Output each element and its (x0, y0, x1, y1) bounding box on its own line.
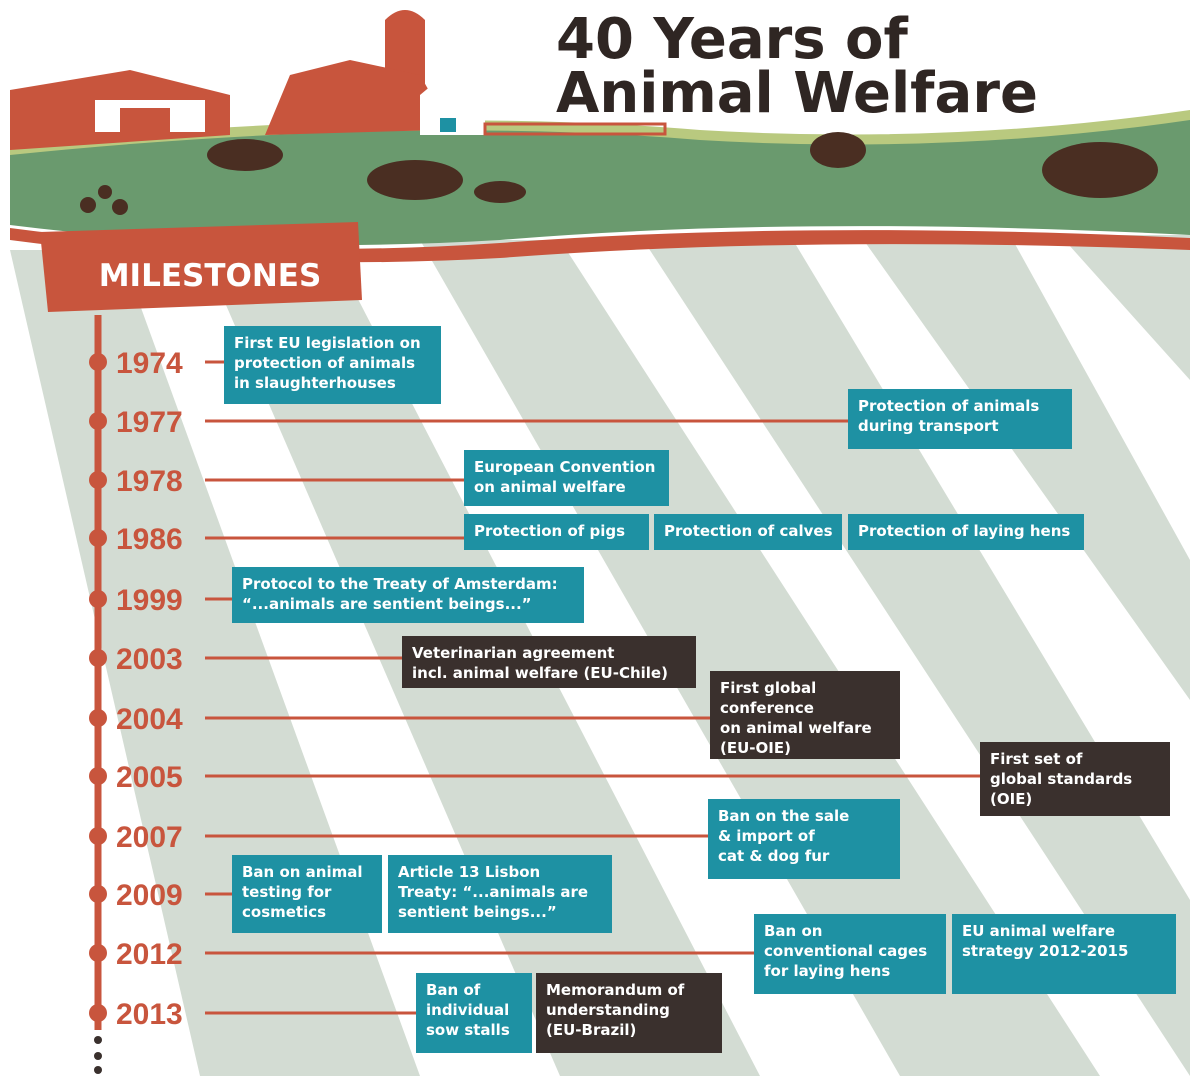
milestone-text: Ban on animal (242, 863, 363, 881)
dot (94, 1052, 102, 1060)
milestone-text: in slaughterhouses (234, 374, 396, 392)
milestone-text: strategy 2012-2015 (962, 942, 1128, 960)
milestone-text: Protection of pigs (474, 522, 625, 540)
milestone-text: Veterinarian agreement (412, 644, 614, 662)
milestone-text: First global (720, 679, 816, 697)
dot (94, 1036, 102, 1044)
milestone-text: testing for (242, 883, 332, 901)
milestone-text: (OIE) (990, 790, 1032, 808)
milestone-text: individual (426, 1001, 509, 1019)
milestone-text: European Convention (474, 458, 655, 476)
year: 2009 (116, 879, 183, 912)
dot (94, 1066, 102, 1074)
milestone-text: protection of animals (234, 354, 415, 372)
milestone-text: Protocol to the Treaty of Amsterdam: (242, 575, 558, 593)
milestone-text: Ban on (764, 922, 822, 940)
milestone-text: Treaty: “...animals are (398, 883, 588, 901)
year: 1999 (116, 584, 183, 617)
milestone-text: understanding (546, 1001, 670, 1019)
milestone-text: conventional cages (764, 942, 927, 960)
year: 2007 (116, 821, 183, 854)
milestone-text: EU animal welfare (962, 922, 1115, 940)
year: 1978 (116, 465, 183, 498)
milestone-text: Protection of calves (664, 522, 833, 540)
year: 1974 (116, 347, 183, 380)
milestone-text: on animal welfare (474, 478, 626, 496)
timeline-dot (89, 353, 107, 371)
year: 2005 (116, 761, 183, 794)
timeline-dot (89, 709, 107, 727)
year: 1986 (116, 523, 183, 556)
milestone-text: First EU legislation on (234, 334, 421, 352)
timeline-dot (89, 471, 107, 489)
milestone-text: (EU-Brazil) (546, 1021, 636, 1039)
milestone-text: conference (720, 699, 814, 717)
timeline-dot (89, 412, 107, 430)
timeline-dot (89, 529, 107, 547)
year: 2004 (116, 703, 183, 736)
milestone-text: Protection of animals (858, 397, 1039, 415)
timeline-dot (89, 649, 107, 667)
milestones-label: MILESTONES (99, 258, 322, 294)
year: 2012 (116, 938, 183, 971)
milestone-text: during transport (858, 417, 999, 435)
timeline-dot (89, 1004, 107, 1022)
timeline-dot (89, 767, 107, 785)
timeline-dot (89, 885, 107, 903)
milestone-text: for laying hens (764, 962, 890, 980)
milestone-text: Ban on the sale (718, 807, 849, 825)
infographic: 40 Years of Animal Welfare MILESTONES 19… (0, 0, 1190, 1076)
year: 1977 (116, 406, 183, 439)
milestone-text: “...animals are sentient beings...” (242, 595, 532, 613)
timeline-dot (89, 944, 107, 962)
milestone-text: incl. animal welfare (EU-Chile) (412, 664, 668, 682)
timeline-dot (89, 827, 107, 845)
timeline-dot (89, 590, 107, 608)
milestone-text: on animal welfare (720, 719, 872, 737)
milestone-text: global standards (990, 770, 1132, 788)
year: 2013 (116, 998, 183, 1031)
milestone-text: Memorandum of (546, 981, 685, 999)
title-line: Animal Welfare (556, 61, 1038, 126)
milestone-text: & import of (718, 827, 815, 845)
milestone-text: sentient beings...” (398, 903, 557, 921)
milestone-text: sow stalls (426, 1021, 510, 1039)
milestone-text: Ban of (426, 981, 481, 999)
milestone-text: First set of (990, 750, 1083, 768)
year: 2003 (116, 643, 183, 676)
milestone-text: Article 13 Lisbon (398, 863, 540, 881)
milestone-text: (EU-OIE) (720, 739, 791, 757)
milestone-text: Protection of laying hens (858, 522, 1070, 540)
milestone-text: cat & dog fur (718, 847, 830, 865)
milestone-text: cosmetics (242, 903, 326, 921)
